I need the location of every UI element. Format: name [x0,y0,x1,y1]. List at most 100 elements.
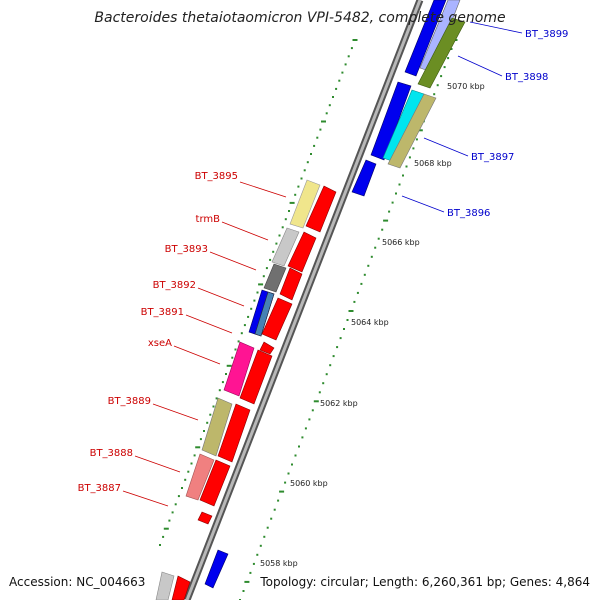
scale-dot [269,258,272,261]
scale-dot [199,438,202,441]
scale-dot [206,421,209,424]
scale-dot [259,544,262,547]
scale-dot [258,283,264,286]
gene-bottom-cog[interactable] [155,571,175,600]
gene-bt3889-arrow[interactable] [217,403,251,463]
scale-dot [231,356,234,359]
scale-dot [402,174,404,177]
gene-trmb-arrow[interactable] [287,231,317,273]
label-bt3897[interactable]: BT_3897 [471,152,514,163]
scale-dot [281,226,284,229]
gene-xsea-cog[interactable] [223,341,255,397]
gene-bt3887-arrow[interactable] [197,511,213,525]
scale-dot [181,487,183,489]
scale-dot [367,264,370,267]
scale-dot [253,299,256,302]
scale-dot [313,400,319,403]
scale-dot [352,39,358,41]
gene-bt3889-cog[interactable] [201,397,233,457]
scale-dot [263,535,266,538]
gene-bt3899-arrow[interactable] [404,0,447,77]
right-gene-labels: BT_3899 BT_3898 BT_3897 BT_3896 [401,21,568,219]
scale-dot [341,71,344,74]
label-bt3892[interactable]: BT_3892 [153,280,196,291]
scale-dot [443,66,446,69]
scale-dot [436,84,439,87]
gene-bt3888-arrow[interactable] [199,459,231,507]
scale-dot [306,161,309,164]
label-bt3888[interactable]: BT_3888 [90,448,133,459]
scale-dot [162,535,165,538]
gene-bt3891-arrow[interactable] [261,297,293,341]
label-bt3895[interactable]: BT_3895 [195,171,238,182]
scale-dot [250,307,253,310]
gene-bt3898-cog[interactable] [417,17,466,89]
scale-dot [383,219,389,222]
scale-dot [174,503,177,506]
scale-dot [347,55,350,58]
scale-dot [240,332,243,335]
reverse-strand-genes [204,0,466,589]
gene-bt3897-cog2[interactable] [387,93,437,169]
label-trmb[interactable]: trmB [196,214,221,225]
scale-labels: 5070 kbp 5068 kbp 5066 kbp 5064 kbp 5062… [260,82,485,568]
scale-dot [415,138,418,141]
gene-bottom-cog2[interactable] [171,575,191,600]
label-bt3896[interactable]: BT_3896 [447,208,490,219]
label-bt3899[interactable]: BT_3899 [525,29,568,40]
scale-dot [195,446,201,449]
scale-dot [190,462,193,465]
scale-dot [316,136,319,139]
gene-bottom-arrow[interactable] [204,549,229,589]
scale-dot [348,310,354,312]
scale-dot [332,355,335,358]
scale-dot [328,104,331,107]
scale-dot [247,315,250,318]
scale-dot [408,156,411,159]
scale-label-5060: 5060 kbp [290,479,328,488]
gene-bt3892-cog2[interactable] [254,291,275,337]
scale-label-5070: 5070 kbp [447,82,485,91]
gene-bt3895-arrow[interactable] [305,185,337,233]
scale-dot [284,218,287,221]
label-xsea[interactable]: xseA [148,338,172,349]
scale-dot [209,413,212,416]
label-bt3893[interactable]: BT_3893 [165,244,208,255]
gene-trmb-cog[interactable] [271,227,300,267]
scale-dot [332,96,334,98]
scale-dot [304,427,307,430]
scale-dot [244,580,250,583]
scale-dot [313,144,316,147]
scale-dot [225,373,227,375]
gene-bt3893-cog[interactable] [263,263,287,293]
scale-dot [266,526,269,529]
genome-backbone [183,0,424,600]
scale-dot [300,177,303,180]
label-bt3898[interactable]: BT_3898 [505,72,548,83]
gene-xsea-arrow[interactable] [239,349,273,405]
scale-dot [377,237,380,240]
label-bt3891[interactable]: BT_3891 [141,307,184,318]
gene-small-arrow[interactable] [259,341,275,355]
scale-dot [301,436,304,439]
scale-dot [294,193,297,196]
label-bt3889[interactable]: BT_3889 [108,396,151,407]
label-bt3887[interactable]: BT_3887 [78,483,121,494]
gene-bt3897-arrow[interactable] [370,81,412,161]
scale-dot [226,364,232,367]
scale-dot [279,490,285,493]
scale-dot [252,562,255,565]
scale-dot [450,48,453,50]
scale-dot [417,129,423,132]
gene-bt3895-cog[interactable] [289,179,321,229]
gene-bt3888-cog[interactable] [185,453,215,501]
scale-dot [291,463,293,466]
scale-dot [256,553,259,556]
scale-dot [218,389,221,392]
topology-text: Topology: circular; Length: 6,260,361 bp… [259,575,590,589]
scale-dot [275,242,278,245]
gene-bt3896-arrow[interactable] [351,159,377,197]
gene-bt3893-arrow[interactable] [279,267,303,301]
scale-dot [297,185,300,188]
